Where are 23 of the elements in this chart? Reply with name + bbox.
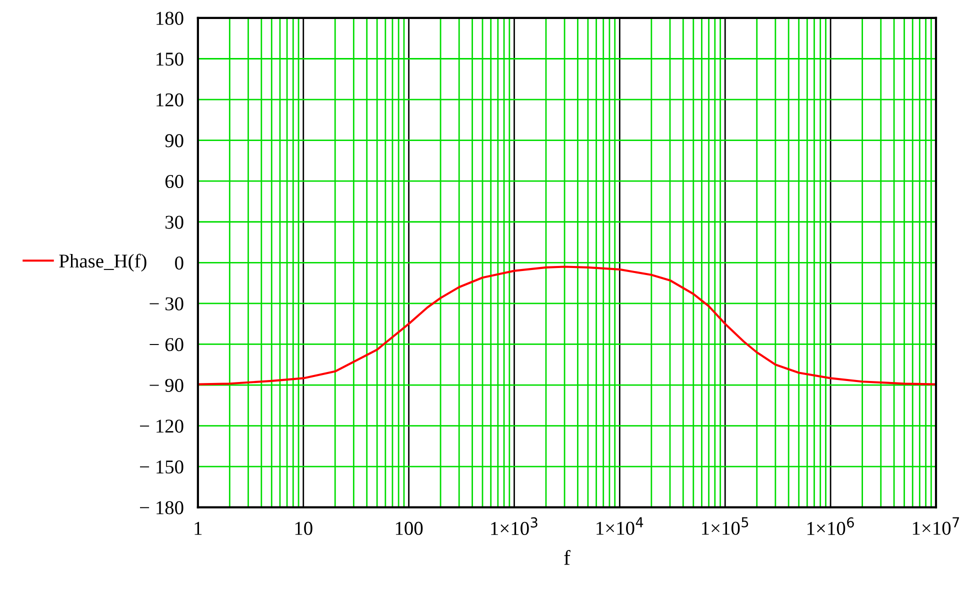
- x-tick-label: 1×10$^{6}$: [807, 517, 854, 536]
- y-tick-label: 90: [165, 134, 184, 148]
- y-tick-label: − 120: [140, 420, 184, 433]
- y-tick-label: − 60: [150, 338, 184, 352]
- y-tick-label: − 180: [140, 501, 184, 514]
- y-tick-label: 60: [165, 174, 184, 188]
- x-tick-label: 1×10$^{3}$: [491, 517, 538, 536]
- y-tick-label: 150: [156, 52, 184, 66]
- x-tick-label: 100: [396, 522, 423, 535]
- legend-label: Phase_H(f): [59, 254, 146, 272]
- x-tick-label: 1×10$^{7}$: [912, 517, 960, 535]
- y-tick-label: 30: [166, 216, 184, 229]
- y-tick-label: 180: [156, 12, 184, 25]
- y-tick-label: 120: [156, 93, 184, 106]
- y-tick-label: − 30: [150, 297, 184, 310]
- x-axis-title: f: [564, 550, 570, 565]
- x-tick-label: 1×10$^{5}$: [702, 517, 748, 535]
- x-tick-label: 10: [295, 522, 312, 535]
- y-tick-label: 0: [175, 256, 184, 270]
- y-tick-label: − 90: [150, 378, 184, 392]
- x-tick-label: 1: [194, 522, 202, 535]
- y-tick-label: − 150: [140, 460, 184, 474]
- x-tick-label: 1×10$^{4}$: [596, 517, 644, 535]
